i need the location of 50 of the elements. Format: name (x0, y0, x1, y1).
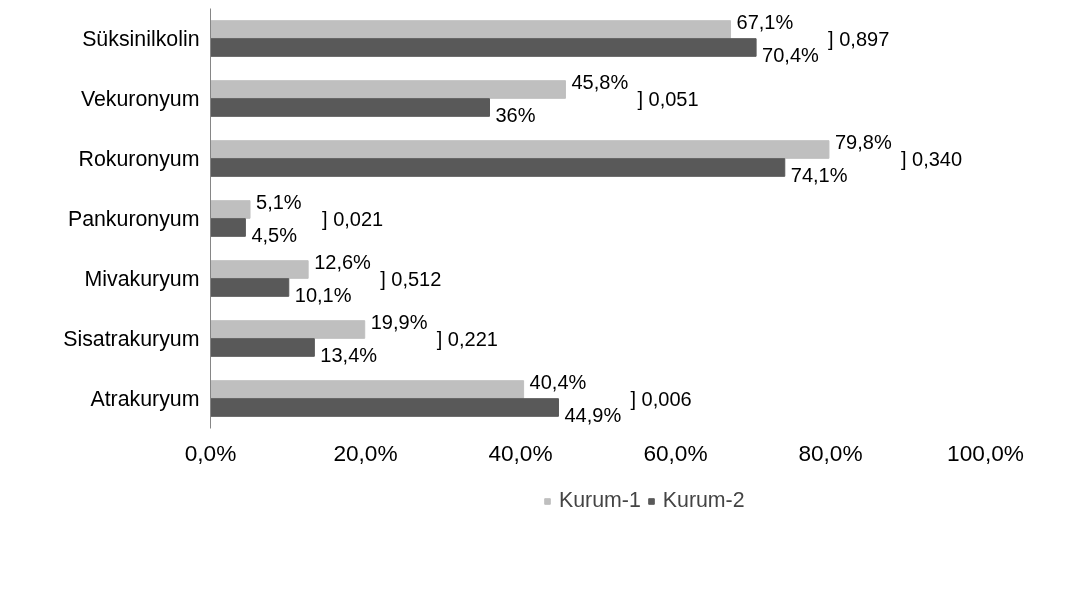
data-label: 13,4% (320, 343, 378, 366)
data-label: 44,9% (564, 403, 622, 426)
bar (210, 398, 559, 417)
annotation: ] 0,006 (630, 387, 692, 410)
bar (210, 38, 757, 57)
bar (210, 380, 525, 399)
y-tick-label: Atrakuryum (90, 386, 200, 411)
data-label: 70,4% (762, 43, 820, 66)
bar (210, 260, 309, 279)
data-label: 67,1% (736, 11, 794, 34)
data-label: 5,1% (256, 191, 302, 214)
x-tick-label: 60,0% (643, 439, 708, 466)
x-tick-label: 40,0% (488, 439, 553, 466)
bar (210, 98, 490, 117)
bar (210, 338, 315, 357)
x-tick-label: 20,0% (333, 439, 398, 466)
y-tick-label: Pankuronyum (67, 206, 200, 231)
y-tick-label: Rokuronyum (78, 146, 200, 171)
annotation: ] 0,221 (436, 327, 498, 350)
annotation: ] 0,340 (900, 147, 963, 170)
data-label: 10,1% (294, 283, 352, 306)
data-label: 45,8% (571, 71, 629, 94)
data-label: 74,1% (790, 163, 848, 186)
bar (210, 80, 566, 99)
legend-label: Kurum-1 (559, 488, 641, 513)
bar (210, 320, 366, 339)
y-tick-label: Sisatrakuryum (63, 326, 200, 351)
bar (210, 158, 786, 177)
y-tick-label: Mivakuryum (84, 266, 200, 291)
bar (210, 20, 732, 39)
y-tick-label: Vekuronyum (80, 86, 200, 111)
bar (210, 200, 251, 219)
annotation: ] 0,897 (828, 27, 890, 50)
annotation: ] 0,051 (637, 87, 699, 110)
data-label: 36% (495, 103, 536, 126)
x-tick-label: 100,0% (947, 439, 1024, 466)
data-label: 12,6% (314, 251, 372, 274)
bar (210, 140, 830, 159)
data-label: 4,5% (251, 223, 298, 246)
legend-label: Kurum-2 (662, 488, 745, 513)
annotation: ] 0,512 (380, 267, 442, 290)
data-label: 40,4% (529, 371, 587, 394)
x-tick-label: 0,0% (184, 439, 237, 466)
data-label: 19,9% (370, 311, 428, 334)
data-label: 79,8% (834, 131, 892, 154)
bar (210, 218, 246, 237)
y-tick-label: Süksinilkolin (82, 26, 200, 51)
bar (210, 278, 290, 297)
x-tick-label: 80,0% (798, 439, 863, 466)
annotation: ] 0,021 (322, 207, 384, 230)
